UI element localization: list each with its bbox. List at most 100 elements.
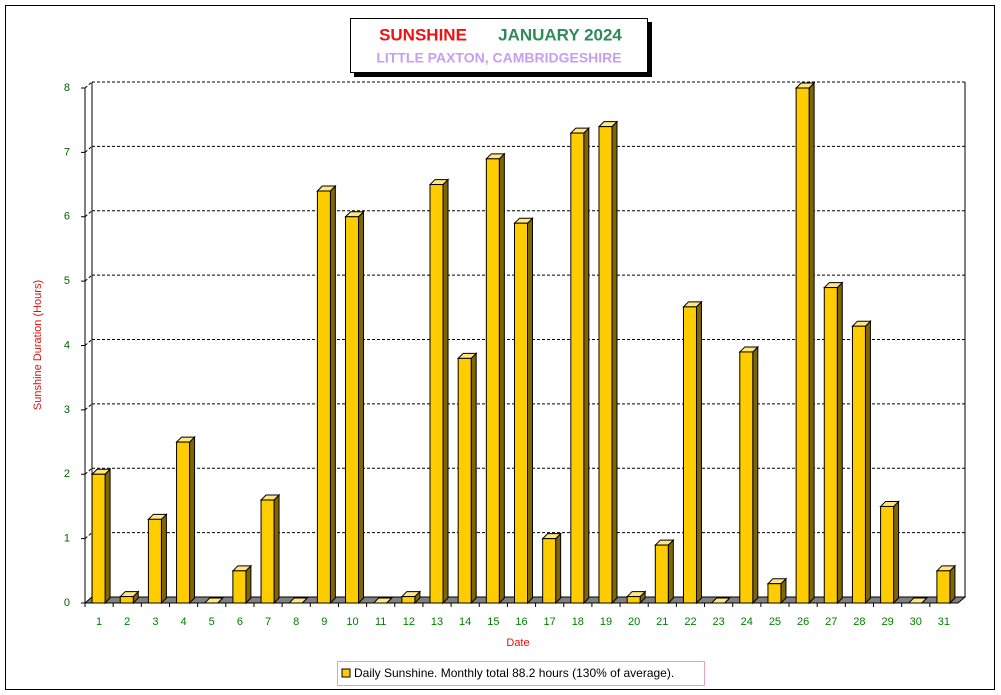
- x-tick-label: 3: [152, 616, 158, 628]
- bar-side: [329, 184, 336, 605]
- x-tick-label: 14: [459, 616, 471, 628]
- title-box: [350, 18, 648, 73]
- bar: [851, 325, 866, 604]
- bar: [345, 216, 360, 604]
- grid-line: [84, 81, 93, 89]
- x-tick-label: 24: [741, 616, 753, 628]
- x-tick-label: 10: [346, 616, 358, 628]
- bar: [119, 596, 134, 604]
- y-tick-label: 1: [64, 533, 70, 545]
- bar: [682, 306, 697, 604]
- bar-side: [160, 513, 167, 605]
- bar: [823, 287, 838, 604]
- chart-period: JANUARY 2024: [498, 25, 622, 44]
- y-tick-label: 7: [64, 146, 70, 158]
- x-tick-label: 8: [293, 616, 299, 628]
- bar: [936, 570, 951, 604]
- bar: [260, 499, 275, 604]
- bar: [91, 473, 106, 604]
- y-tick-label: 2: [64, 468, 70, 480]
- bar-side: [949, 564, 956, 605]
- bar: [429, 184, 444, 604]
- bar-side: [752, 345, 759, 605]
- bar: [232, 570, 247, 604]
- bar: [457, 357, 472, 604]
- bar: [767, 583, 782, 604]
- bar: [176, 441, 191, 604]
- grid-line: [84, 467, 93, 475]
- bar-top: [288, 597, 309, 604]
- bar-side: [189, 435, 196, 605]
- bar-top: [907, 597, 928, 604]
- x-axis-title: Date: [506, 637, 529, 649]
- legend-swatch: [341, 668, 351, 678]
- bar: [739, 351, 754, 604]
- x-tick-label: 27: [825, 616, 837, 628]
- x-tick-label: 25: [769, 616, 781, 628]
- bar-side: [611, 120, 618, 605]
- bar-side: [104, 468, 111, 605]
- y-tick-label: 4: [64, 339, 70, 351]
- bar: [598, 126, 613, 604]
- bar-side: [498, 152, 505, 605]
- x-tick-label: 16: [515, 616, 527, 628]
- x-tick-label: 11: [375, 616, 386, 628]
- legend-box: [337, 661, 705, 686]
- x-tick-label: 19: [600, 616, 612, 628]
- grid-line: [84, 274, 93, 282]
- bar: [401, 596, 416, 604]
- bar: [147, 518, 162, 604]
- grid-line: [84, 532, 93, 540]
- x-tick-label: 15: [487, 616, 499, 628]
- x-tick-label: 31: [938, 616, 950, 628]
- bar-top: [203, 597, 224, 604]
- legend-label: Daily Sunshine. Monthly total 88.2 hours…: [354, 666, 674, 680]
- y-tick-label: 5: [64, 275, 70, 287]
- bar-top: [372, 597, 393, 604]
- x-tick-label: 6: [237, 616, 243, 628]
- x-tick-label: 13: [431, 616, 443, 628]
- chart-title: SUNSHINE: [379, 25, 467, 44]
- bar-side: [273, 493, 280, 605]
- grid-line: [84, 403, 93, 411]
- bar: [485, 158, 500, 604]
- x-tick-label: 29: [881, 616, 893, 628]
- x-tick-label: 5: [209, 616, 215, 628]
- bar: [316, 190, 331, 604]
- x-tick-label: 12: [403, 616, 415, 628]
- y-tick-label: 3: [64, 404, 70, 416]
- bar-side: [808, 81, 815, 605]
- bar: [570, 132, 585, 604]
- bar-side: [695, 300, 702, 605]
- bar: [654, 544, 669, 604]
- x-tick-label: 17: [544, 616, 556, 628]
- x-tick-label: 4: [181, 616, 187, 628]
- x-tick-label: 7: [265, 616, 271, 628]
- x-tick-label: 18: [572, 616, 584, 628]
- x-tick-label: 20: [628, 616, 640, 628]
- bar: [514, 222, 528, 604]
- bar-side: [555, 532, 562, 605]
- bar-side: [893, 500, 900, 605]
- chart-subtitle: LITTLE PAXTON, CAMBRIDGESHIRE: [376, 50, 621, 66]
- grid-line: [84, 210, 93, 218]
- x-tick-label: 2: [124, 616, 130, 628]
- bar-side: [245, 564, 252, 605]
- x-tick-label: 28: [853, 616, 865, 628]
- bar-side: [583, 126, 590, 605]
- y-tick-label: 8: [64, 82, 70, 94]
- y-tick-label: 0: [64, 597, 70, 609]
- y-axis-title: Sunshine Duration (Hours): [32, 280, 44, 410]
- bar-top: [710, 597, 731, 604]
- bar: [795, 87, 810, 604]
- bar: [542, 538, 557, 604]
- bar-side: [442, 178, 449, 605]
- bar-side: [527, 216, 533, 605]
- grid-line: [84, 339, 93, 346]
- y-tick-label: 6: [64, 211, 70, 223]
- x-tick-label: 22: [684, 616, 696, 628]
- x-tick-label: 21: [656, 616, 668, 628]
- bar-side: [358, 210, 365, 605]
- x-tick-label: 23: [713, 616, 725, 628]
